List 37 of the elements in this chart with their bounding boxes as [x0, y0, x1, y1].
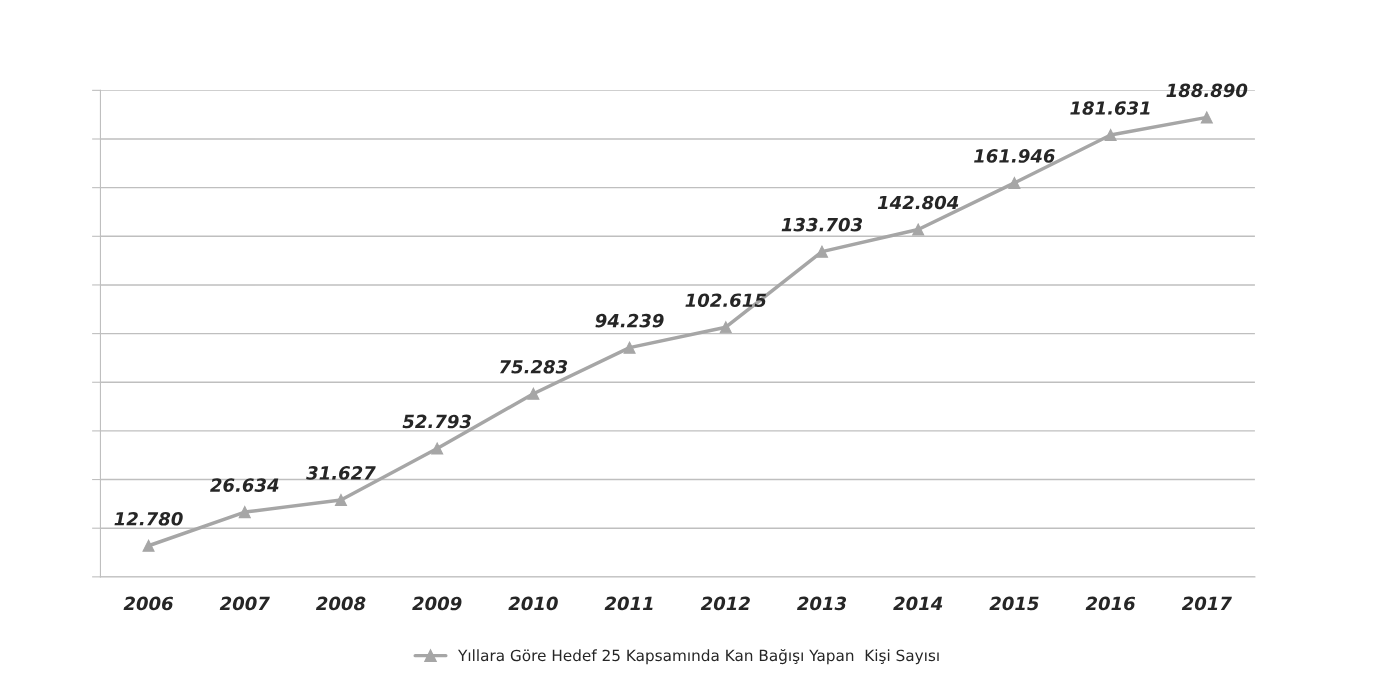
point [815, 245, 829, 258]
data-label: 12.780 [114, 511, 183, 526]
point [431, 442, 444, 455]
data-label: 181.631 [1070, 101, 1150, 115]
point [238, 505, 251, 519]
x-tick-label: 2017 [1181, 596, 1232, 611]
point [1200, 111, 1213, 124]
point [1104, 128, 1117, 142]
data-label: 161.946 [974, 149, 1055, 163]
point [719, 321, 732, 334]
point [527, 387, 540, 400]
point [334, 493, 348, 506]
x-tick-label: 2016 [1085, 596, 1136, 611]
x-tick-label: 2013 [797, 596, 847, 611]
data-label: 26.634 [210, 478, 279, 492]
x-tick-label: 2006 [123, 596, 174, 611]
data-label: 102.615 [685, 293, 766, 308]
data-label: 133.703 [781, 217, 863, 232]
data-label: 188.890 [1166, 83, 1248, 98]
legend-label: Yıllara Göre Hedef 25 Kapsamında Kan Bağışı Yapan Kişi Sayısı [457, 648, 939, 665]
point [1008, 176, 1021, 189]
data-label: 75.283 [499, 359, 568, 374]
x-tick-label: 2009 [412, 596, 462, 611]
point [912, 223, 925, 236]
point [142, 539, 155, 552]
x-tick-label: 2008 [315, 596, 366, 611]
x-tick-label: 2010 [508, 596, 558, 611]
data-label: 31.627 [306, 466, 376, 480]
data-label: 52.793 [402, 414, 471, 429]
data-label: 142.804 [877, 195, 959, 210]
data-label: 94.239 [595, 313, 664, 328]
x-tick-label: 2015 [989, 596, 1039, 611]
x-tick-label: 2007 [219, 596, 270, 611]
point [623, 341, 636, 354]
x-tick-label: 2012 [700, 596, 750, 611]
x-tick-label: 2011 [604, 596, 653, 611]
x-tick-label: 2014 [893, 596, 943, 611]
